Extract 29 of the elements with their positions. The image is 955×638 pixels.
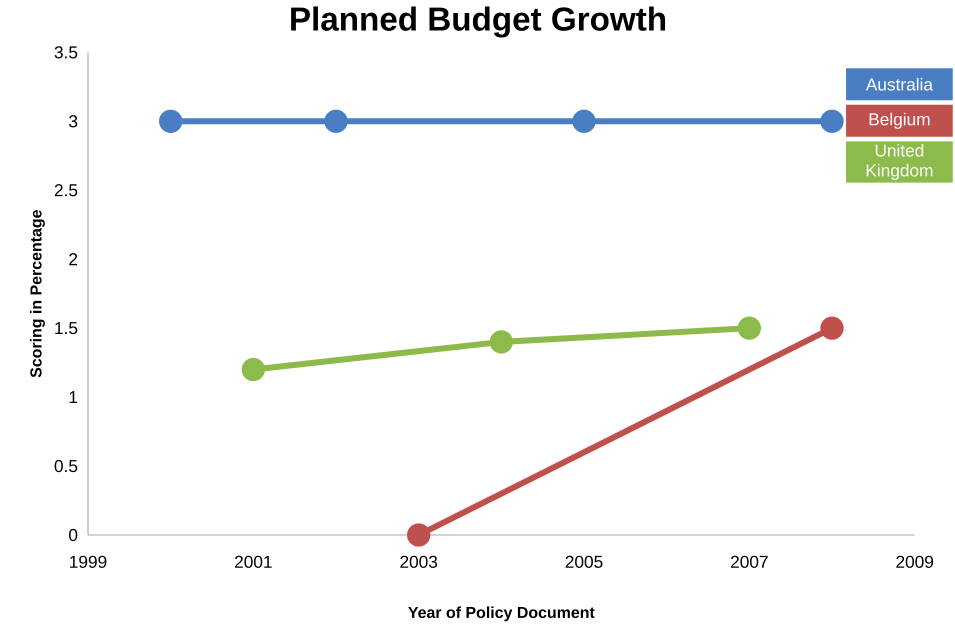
x-tick-label: 2005: [566, 556, 602, 568]
y-tick-label: 0: [69, 528, 78, 542]
point: [324, 110, 348, 133]
y-tick-label: 3.5: [54, 46, 78, 58]
y-axis-title: Scoring in Percentage: [30, 210, 45, 378]
text: Australia: [866, 78, 933, 91]
point: [242, 358, 265, 382]
y-tick-label: 3: [69, 115, 78, 128]
point: [490, 330, 514, 354]
chart-title: Planned Budget Growth: [291, 6, 666, 38]
text: United Kingdom: [866, 144, 932, 180]
y-tick-label: 2: [69, 253, 78, 266]
y-tick-label: 0.5: [54, 460, 78, 472]
y-tick-label: 1: [70, 391, 78, 404]
y-tick-label: 2.5: [54, 184, 78, 196]
point: [820, 110, 844, 133]
point: [407, 523, 430, 547]
text: Belgium: [870, 112, 930, 129]
point: [738, 316, 762, 340]
x-axis-title: Year of Policy Document: [408, 606, 595, 622]
point: [820, 316, 844, 340]
x-tick-label: 2001: [235, 556, 272, 568]
x-tick-label: 1999: [70, 556, 106, 568]
point: [572, 110, 596, 133]
x-tick-label: 2009: [896, 556, 934, 568]
point: [159, 110, 182, 133]
y-tick-label: 1.5: [55, 322, 78, 334]
x-tick-label: 2003: [400, 556, 438, 568]
x-tick-label: 2007: [731, 556, 768, 568]
